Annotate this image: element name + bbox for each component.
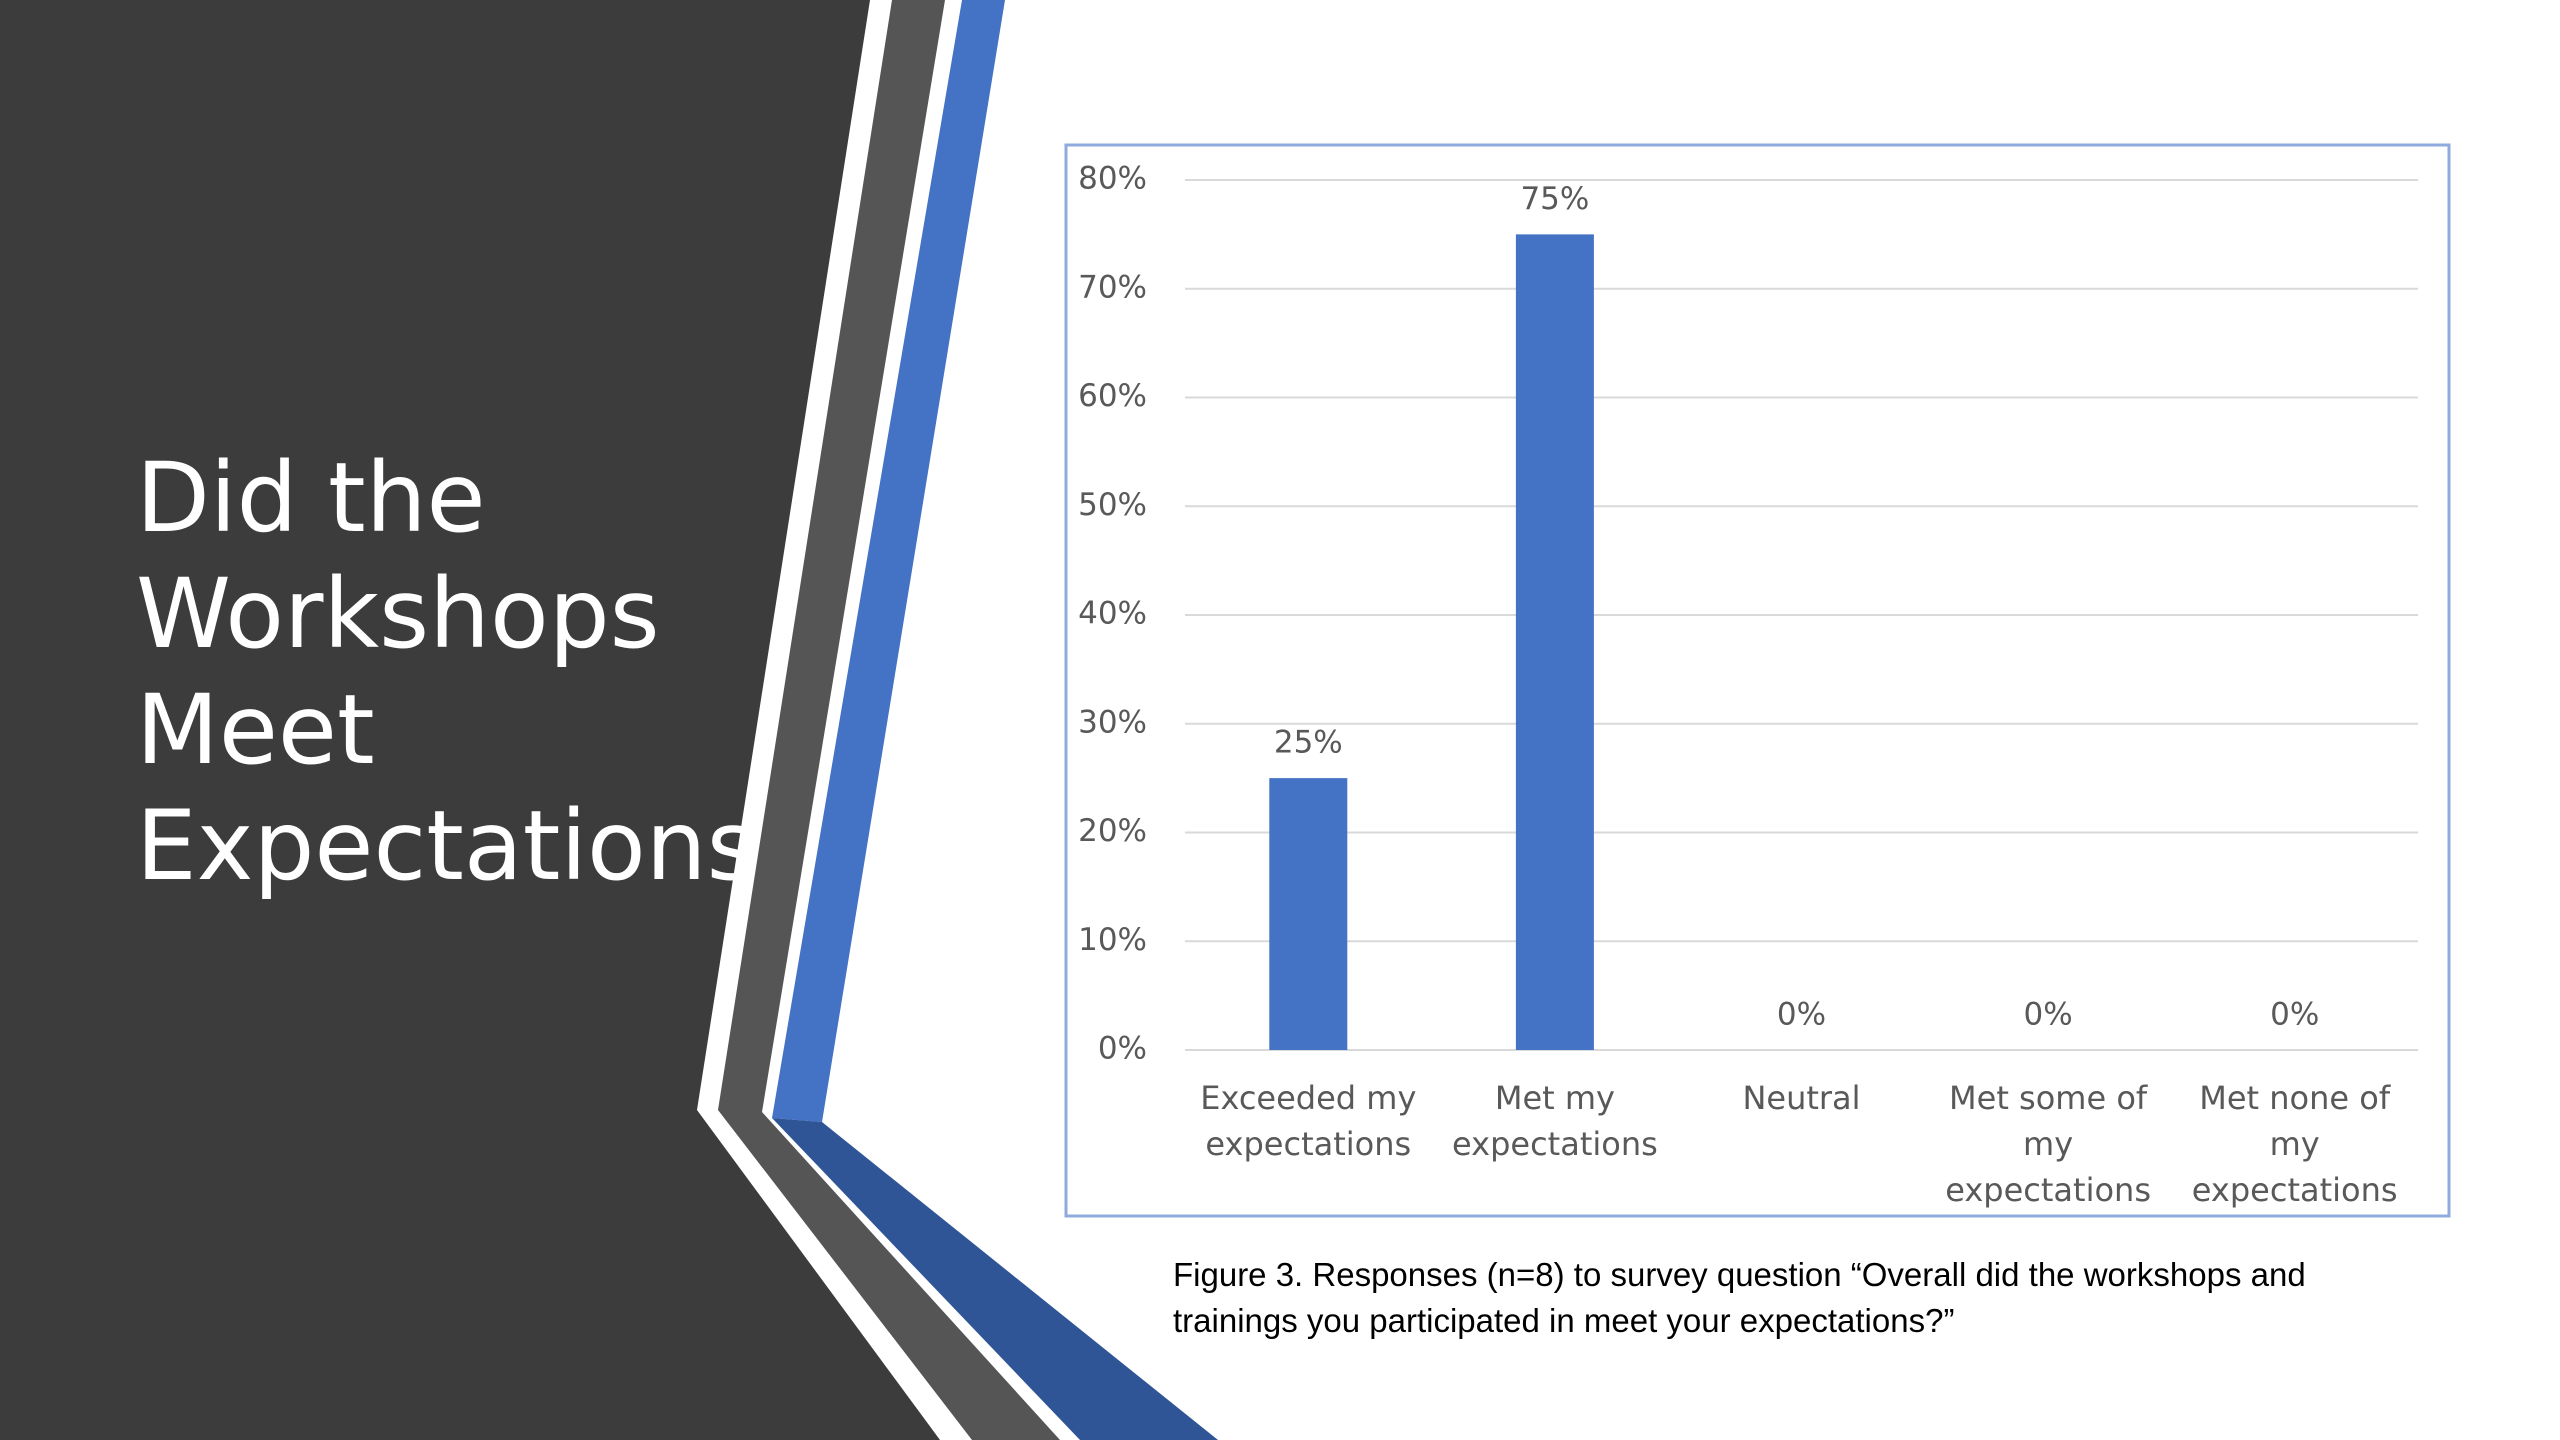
- value-label: 0%: [1777, 997, 1826, 1033]
- y-tick-label: 70%: [1078, 269, 1147, 305]
- y-tick-label: 80%: [1078, 161, 1147, 197]
- figure-caption: Figure 3. Responses (n=8) to survey ques…: [1173, 1256, 2306, 1339]
- slide-title: Did the Workshops Meet Expectations: [136, 442, 757, 902]
- x-tick-label: Neutral: [1742, 1079, 1861, 1117]
- y-tick-label: 50%: [1078, 487, 1147, 523]
- white-stripe: [701, 0, 959, 1440]
- chart-frame: [1064, 143, 2451, 1218]
- x-tick-label: Met none of my expectations: [2191, 1079, 2398, 1209]
- x-tick-label: Met my expectations: [1452, 1079, 1658, 1163]
- plot: 0% 10% 20% 30% 40% 50% 60% 70% 80% 25% 75% 0% 0% 0%: [1078, 161, 2418, 1067]
- value-label: 75%: [1520, 181, 1589, 217]
- x-tick-label: Exceeded my expectations: [1200, 1079, 1417, 1163]
- bar: [1515, 234, 1594, 1050]
- gray-stripe: [718, 0, 1060, 1440]
- y-tick-label: 10%: [1078, 922, 1147, 958]
- y-tick-label: 30%: [1078, 704, 1147, 740]
- x-tick-label: Met some of my expectations: [1945, 1079, 2151, 1209]
- y-tick-label: 20%: [1078, 813, 1147, 849]
- dark-panel: [0, 0, 940, 1440]
- y-tick-label: 0%: [1098, 1031, 1147, 1067]
- bar: [1269, 778, 1348, 1050]
- value-label: 0%: [2024, 997, 2073, 1033]
- value-label: 25%: [1274, 725, 1343, 761]
- value-label: 0%: [2270, 997, 2319, 1033]
- y-tick-label: 60%: [1078, 378, 1147, 414]
- blue-stripe: [772, 0, 1005, 1122]
- y-tick-label: 40%: [1078, 596, 1147, 632]
- blue-stripe-lower: [772, 1118, 1218, 1440]
